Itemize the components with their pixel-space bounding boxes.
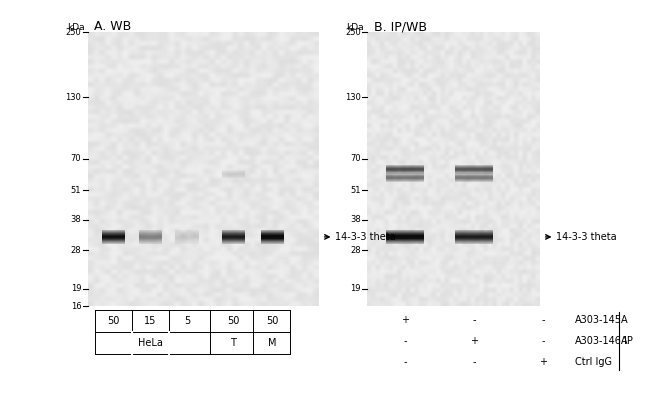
Text: 250: 250	[66, 28, 81, 36]
Text: 19: 19	[350, 284, 361, 293]
Text: 15: 15	[144, 316, 156, 326]
Text: B. IP/WB: B. IP/WB	[374, 20, 427, 33]
Text: A303-145A: A303-145A	[575, 315, 629, 326]
Text: T: T	[230, 338, 236, 348]
Text: 130: 130	[66, 93, 81, 102]
Text: kDa: kDa	[67, 23, 85, 32]
Text: -: -	[473, 357, 476, 367]
Text: 51: 51	[350, 186, 361, 195]
Text: 130: 130	[345, 93, 361, 102]
Text: A303-146A: A303-146A	[575, 336, 629, 346]
Text: 51: 51	[71, 186, 81, 195]
Text: kDa: kDa	[346, 23, 364, 32]
Text: -: -	[541, 315, 545, 326]
Text: 19: 19	[71, 284, 81, 293]
Text: 50: 50	[266, 316, 279, 326]
Text: +: +	[401, 315, 409, 326]
Text: -: -	[541, 336, 545, 346]
Text: 38: 38	[70, 215, 81, 224]
Text: 16: 16	[71, 302, 81, 310]
Text: 28: 28	[71, 246, 81, 255]
Text: +: +	[539, 357, 547, 367]
Text: 5: 5	[184, 316, 190, 326]
Text: HeLa: HeLa	[138, 338, 162, 348]
Text: -: -	[404, 336, 407, 346]
Text: IP: IP	[624, 336, 633, 346]
Text: 50: 50	[107, 316, 120, 326]
Text: +: +	[470, 336, 478, 346]
Text: 14-3-3 theta: 14-3-3 theta	[335, 232, 395, 242]
Text: 250: 250	[345, 28, 361, 36]
Text: 70: 70	[350, 154, 361, 163]
Text: Ctrl IgG: Ctrl IgG	[575, 357, 612, 367]
Text: 70: 70	[71, 154, 81, 163]
Text: A. WB: A. WB	[94, 20, 131, 33]
Text: 38: 38	[350, 215, 361, 224]
Text: 28: 28	[350, 246, 361, 255]
Text: -: -	[473, 315, 476, 326]
Text: 50: 50	[227, 316, 239, 326]
Text: -: -	[404, 357, 407, 367]
Text: M: M	[268, 338, 277, 348]
Text: 14-3-3 theta: 14-3-3 theta	[556, 232, 616, 242]
